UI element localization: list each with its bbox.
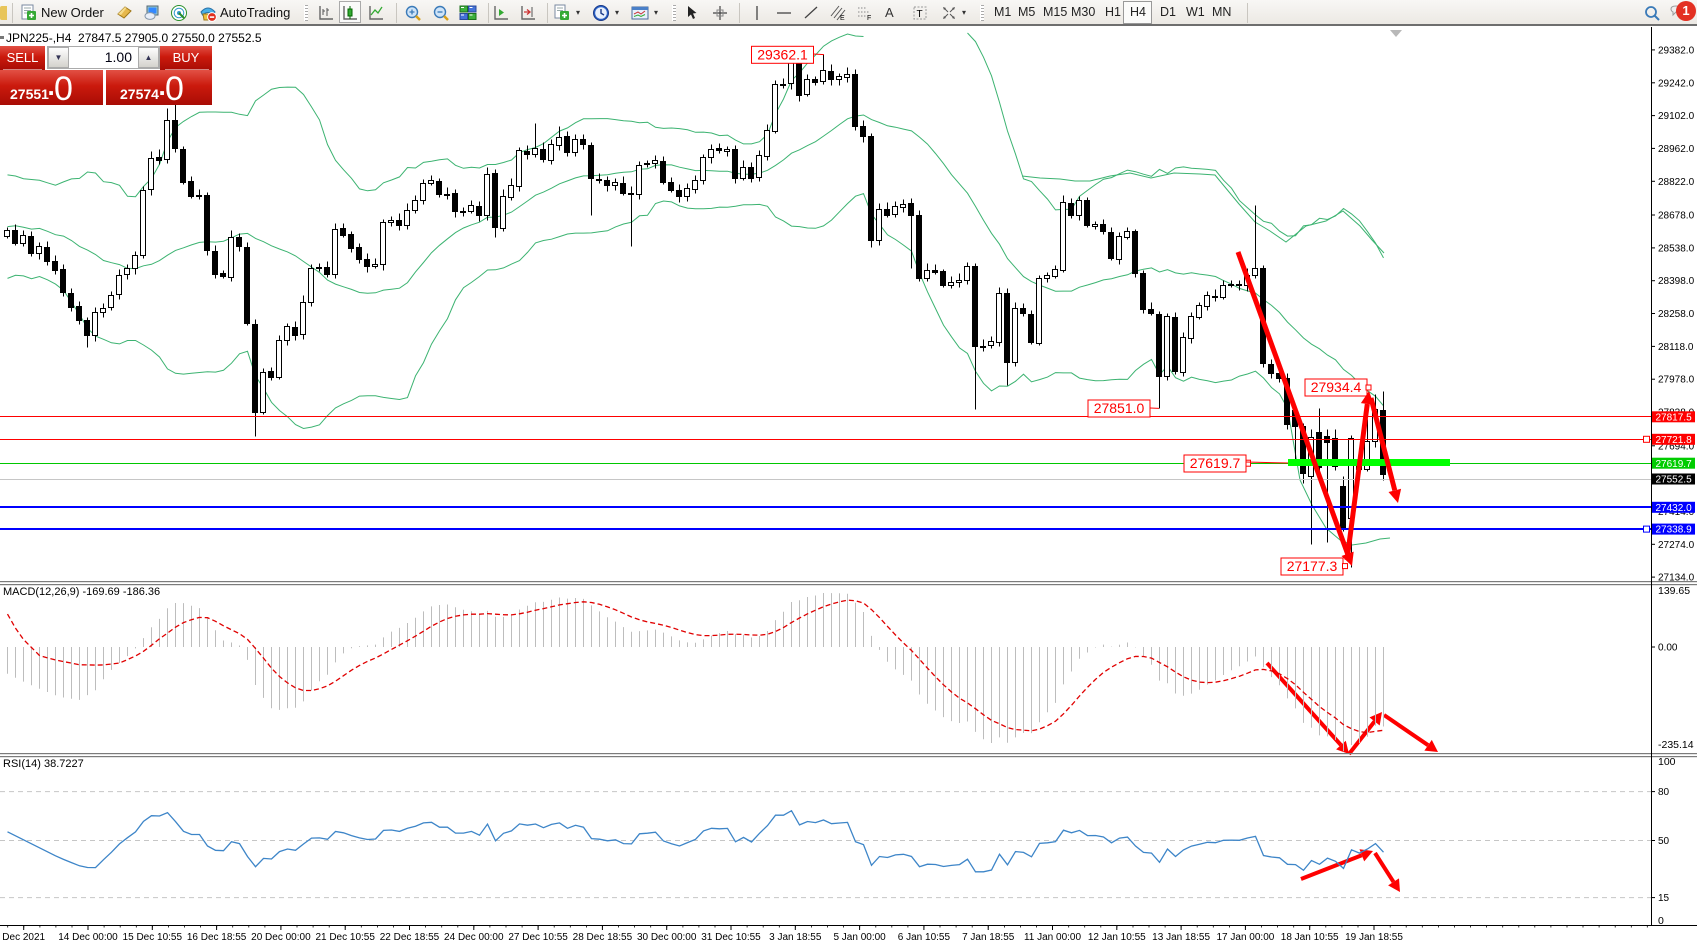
svg-text:E: E (840, 15, 845, 22)
svg-text:27694.0: 27694.0 (1658, 441, 1695, 452)
svg-text:29242.0: 29242.0 (1658, 78, 1695, 89)
svg-text:27274.0: 27274.0 (1658, 540, 1695, 551)
svg-text:31 Dec 10:55: 31 Dec 10:55 (701, 932, 761, 943)
svg-text:17 Jan 00:00: 17 Jan 00:00 (1216, 932, 1274, 943)
svg-text:0: 0 (1658, 915, 1664, 927)
svg-text:7 Jan 18:55: 7 Jan 18:55 (962, 932, 1015, 943)
svg-text:28962.0: 28962.0 (1658, 144, 1695, 155)
svg-text:15 Dec 10:55: 15 Dec 10:55 (123, 932, 183, 943)
svg-text:13 Jan 18:55: 13 Jan 18:55 (1152, 932, 1210, 943)
svg-text:27619.7: 27619.7 (1656, 459, 1693, 470)
svg-text:28398.0: 28398.0 (1658, 276, 1695, 287)
svg-text:MACD(12,26,9) -169.69 -186.36: MACD(12,26,9) -169.69 -186.36 (3, 586, 160, 598)
svg-text:27619.7: 27619.7 (1190, 455, 1241, 471)
svg-text:21 Dec 10:55: 21 Dec 10:55 (315, 932, 375, 943)
svg-text:F: F (867, 15, 871, 22)
svg-text:20 Dec 00:00: 20 Dec 00:00 (251, 932, 311, 943)
svg-text:11 Jan 00:00: 11 Jan 00:00 (1024, 932, 1082, 943)
svg-text:28538.0: 28538.0 (1658, 243, 1695, 254)
svg-text:139.65: 139.65 (1658, 585, 1690, 597)
svg-text:Dec 2021: Dec 2021 (2, 932, 45, 943)
svg-text:18 Jan 10:55: 18 Jan 10:55 (1281, 932, 1339, 943)
svg-text:16 Dec 18:55: 16 Dec 18:55 (187, 932, 247, 943)
svg-text:RSI(14) 38.7227: RSI(14) 38.7227 (3, 758, 84, 770)
svg-text:22 Dec 18:55: 22 Dec 18:55 (380, 932, 440, 943)
svg-text:50: 50 (1658, 836, 1670, 847)
svg-text:T: T (917, 9, 923, 20)
svg-text:19 Jan 18:55: 19 Jan 18:55 (1345, 932, 1403, 943)
svg-text:30 Dec 00:00: 30 Dec 00:00 (637, 932, 697, 943)
svg-text:29382.0: 29382.0 (1658, 45, 1695, 56)
svg-text:24 Dec 00:00: 24 Dec 00:00 (444, 932, 504, 943)
svg-text:80: 80 (1658, 787, 1670, 798)
svg-text:27851.0: 27851.0 (1094, 400, 1145, 416)
svg-text:5 Jan 00:00: 5 Jan 00:00 (833, 932, 886, 943)
svg-text:27 Dec 10:55: 27 Dec 10:55 (508, 932, 568, 943)
svg-text:27817.5: 27817.5 (1656, 412, 1693, 423)
svg-text:6 Jan 10:55: 6 Jan 10:55 (898, 932, 951, 943)
svg-text:28258.0: 28258.0 (1658, 309, 1695, 320)
svg-text:14 Dec 00:00: 14 Dec 00:00 (58, 932, 118, 943)
svg-text:28 Dec 18:55: 28 Dec 18:55 (573, 932, 633, 943)
svg-text:12 Jan 10:55: 12 Jan 10:55 (1088, 932, 1146, 943)
svg-text:28678.0: 28678.0 (1658, 211, 1695, 222)
svg-text:0.00: 0.00 (1658, 643, 1678, 654)
svg-text:15: 15 (1658, 893, 1670, 904)
svg-text:-235.14: -235.14 (1658, 739, 1694, 751)
svg-text:100: 100 (1658, 756, 1676, 768)
svg-text:29362.1: 29362.1 (757, 46, 808, 62)
svg-text:27134.0: 27134.0 (1658, 573, 1695, 584)
svg-text:27338.9: 27338.9 (1656, 525, 1693, 536)
svg-text:3 Jan 18:55: 3 Jan 18:55 (769, 932, 822, 943)
svg-text:28118.0: 28118.0 (1658, 342, 1694, 353)
svg-text:27721.8: 27721.8 (1656, 435, 1693, 446)
svg-text:29102.0: 29102.0 (1658, 111, 1695, 122)
svg-text:27978.0: 27978.0 (1658, 375, 1695, 386)
svg-text:27552.5: 27552.5 (1656, 475, 1693, 486)
svg-text:27934.4: 27934.4 (1311, 379, 1362, 395)
svg-text:27432.0: 27432.0 (1656, 503, 1693, 514)
svg-text:27177.3: 27177.3 (1287, 558, 1338, 574)
svg-text:28822.0: 28822.0 (1658, 177, 1695, 188)
